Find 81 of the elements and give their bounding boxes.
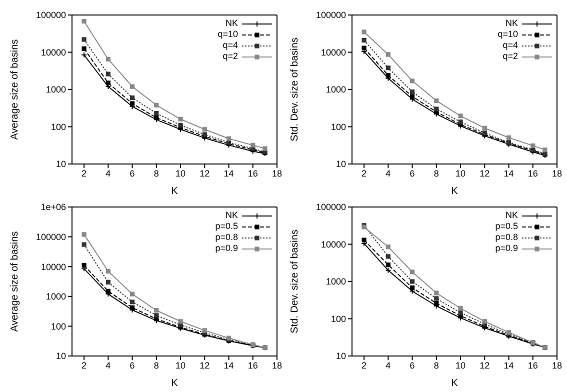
y-tick-label: 10000 [320, 47, 346, 58]
legend-label: q=4 [502, 40, 518, 51]
legend-label: p=0.9 [495, 243, 518, 254]
x-tick-label: 8 [434, 360, 439, 370]
x-tick-label: 6 [130, 168, 135, 178]
legend-label: p=0.5 [215, 221, 238, 232]
x-tick-label: 2 [82, 168, 87, 178]
y-tick-label: 100000 [316, 10, 346, 20]
x-tick-label: 18 [272, 168, 282, 178]
y-tick-label: 1000 [46, 292, 66, 302]
legend-label: p=0.5 [495, 221, 518, 232]
y-axis-title: Average size of basins [10, 231, 21, 332]
x-tick-label: 18 [272, 360, 282, 370]
x-tick-label: 6 [410, 168, 415, 178]
x-axis-title: K [451, 186, 458, 197]
y-tick-label: 10 [336, 351, 346, 362]
legend-label: q=10 [218, 29, 238, 40]
x-tick-label: 2 [362, 168, 367, 178]
legend-label: NK [225, 18, 238, 29]
y-axis-title: Std. Dev. size of basins [290, 38, 301, 142]
x-tick-label: 2 [82, 360, 87, 370]
y-tick-label: 10000 [40, 262, 66, 272]
x-tick-label: 18 [552, 360, 562, 370]
x-tick-label: 16 [248, 360, 258, 370]
y-tick-label: 1000 [326, 84, 346, 95]
x-tick-label: 8 [154, 168, 159, 178]
legend-label: q=10 [498, 29, 518, 40]
y-tick-label: 100 [330, 314, 346, 324]
x-tick-label: 8 [154, 360, 159, 370]
y-tick-label: 10000 [320, 239, 346, 250]
x-tick-label: 12 [480, 360, 490, 370]
x-tick-label: 10 [456, 360, 466, 370]
x-tick-label: 10 [176, 360, 186, 370]
y-tick-label: 100000 [316, 202, 346, 212]
x-tick-label: 12 [480, 168, 490, 178]
x-tick-label: 4 [106, 360, 111, 370]
legend-label: q=2 [222, 51, 238, 62]
y-tick-label: 100 [330, 122, 346, 132]
x-tick-label: 10 [176, 168, 186, 178]
x-tick-label: 16 [248, 168, 258, 178]
x-tick-label: 4 [386, 360, 391, 370]
x-tick-label: 14 [224, 360, 234, 370]
legend-label: p=0.8 [215, 232, 238, 243]
x-tick-label: 6 [410, 360, 415, 370]
legend-label: q=2 [502, 51, 518, 62]
legend-label: p=0.9 [215, 243, 238, 254]
y-tick-label: 10 [336, 159, 346, 170]
x-axis-title: K [171, 378, 178, 389]
y-tick-label: 1000 [46, 84, 66, 95]
legend-label: NK [225, 210, 238, 221]
legend-label: NK [505, 18, 518, 29]
y-tick-label: 1000 [326, 276, 346, 287]
legend-label: q=4 [222, 40, 238, 51]
x-tick-label: 14 [504, 168, 514, 178]
x-tick-label: 14 [504, 360, 514, 370]
legend-label: NK [505, 210, 518, 221]
y-tick-label: 10 [56, 351, 66, 362]
x-axis-title: K [451, 378, 458, 389]
y-axis-title: Average size of basins [10, 39, 21, 140]
x-tick-label: 12 [200, 168, 210, 178]
y-tick-label: 100 [50, 321, 66, 332]
x-tick-label: 4 [386, 168, 391, 178]
x-axis-title: K [171, 186, 178, 197]
x-tick-label: 2 [362, 360, 367, 370]
x-tick-label: 10 [456, 168, 466, 178]
legend-label: p=0.8 [495, 232, 518, 243]
y-tick-label: 10000 [40, 47, 66, 58]
x-tick-label: 16 [528, 168, 538, 178]
x-tick-label: 16 [528, 360, 538, 370]
y-tick-label: 100000 [36, 10, 66, 20]
x-tick-label: 4 [106, 168, 111, 178]
x-tick-label: 8 [434, 168, 439, 178]
y-tick-label: 10 [56, 159, 66, 170]
y-tick-label: 100 [50, 122, 66, 132]
x-tick-label: 18 [552, 168, 562, 178]
x-tick-label: 12 [200, 360, 210, 370]
y-tick-label: 1e+06 [40, 202, 66, 212]
x-tick-label: 14 [224, 168, 234, 178]
y-axis-title: Std. Dev. size of basins [290, 230, 301, 334]
y-tick-label: 100000 [36, 232, 66, 242]
x-tick-label: 6 [130, 360, 135, 370]
